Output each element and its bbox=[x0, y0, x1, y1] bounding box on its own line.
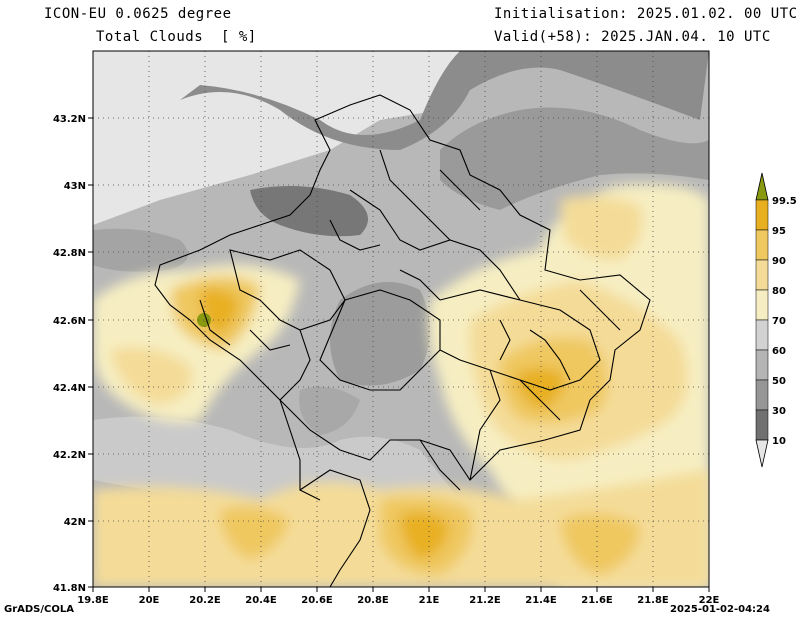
color-bar-swatch-30 bbox=[755, 379, 769, 411]
lat-label: 42.4N bbox=[53, 383, 86, 394]
lat-label: 42.8N bbox=[53, 248, 86, 259]
lat-axis: 43.2N 43N 42.8N 42.6N 42.4N 42.2N 42N 41… bbox=[53, 114, 93, 594]
color-bar-label: 90 bbox=[772, 256, 786, 267]
footer-credit: GrADS/COLA bbox=[4, 604, 74, 615]
color-bar-bottom-triangle bbox=[755, 439, 769, 468]
color-bar-swatch-95 bbox=[755, 199, 769, 231]
lon-label: 20.2E bbox=[189, 595, 221, 606]
lat-label: 41.8N bbox=[53, 583, 86, 594]
lon-label: 20.6E bbox=[301, 595, 333, 606]
color-bar-label: 99.5 bbox=[772, 196, 797, 207]
lon-axis: 19.8E 20E 20.2E 20.4E 20.6E 20.8E 21E 21… bbox=[77, 587, 720, 606]
variable-title: Total Clouds [ %] bbox=[96, 29, 257, 45]
map-frame bbox=[92, 50, 710, 588]
lat-label: 42N bbox=[64, 517, 86, 528]
high-cloud-west bbox=[93, 264, 300, 423]
high-cloud-south bbox=[93, 470, 709, 587]
lon-label: 20.8E bbox=[357, 595, 389, 606]
color-bar-label: 10 bbox=[772, 436, 786, 447]
lon-label: 19.8E bbox=[77, 595, 109, 606]
model-title: ICON-EU 0.0625 degree bbox=[44, 6, 232, 22]
lon-label: 22E bbox=[699, 595, 720, 606]
lon-label: 21.6E bbox=[581, 595, 613, 606]
lon-label: 21.2E bbox=[469, 595, 501, 606]
lon-label: 21.4E bbox=[525, 595, 557, 606]
color-bar-label: 60 bbox=[772, 346, 786, 357]
color-bar-top-triangle bbox=[755, 172, 769, 201]
initialisation-label: Initialisation: 2025.01.02. 00 UTC bbox=[494, 6, 798, 22]
lat-label: 43N bbox=[64, 181, 86, 192]
lat-label: 43.2N bbox=[53, 114, 86, 125]
color-bar: 99.5 95 90 80 70 60 50 30 10 bbox=[755, 172, 797, 468]
color-bar-label: 30 bbox=[772, 406, 786, 417]
lon-label: 20.4E bbox=[245, 595, 277, 606]
lat-label: 42.2N bbox=[53, 450, 86, 461]
color-bar-swatch-80 bbox=[755, 259, 769, 291]
color-bar-label: 95 bbox=[772, 226, 786, 237]
color-bar-swatch-10 bbox=[755, 409, 769, 441]
color-bar-swatch-50 bbox=[755, 349, 769, 381]
color-bar-label: 50 bbox=[772, 376, 786, 387]
valid-time-label: Valid(+58): 2025.JAN.04. 10 UTC bbox=[494, 29, 771, 45]
color-bar-label: 80 bbox=[772, 286, 786, 297]
color-bar-swatch-90 bbox=[755, 229, 769, 261]
color-bar-swatch-60 bbox=[755, 319, 769, 351]
color-bar-swatch-70 bbox=[755, 289, 769, 321]
admin-borders bbox=[154, 94, 651, 587]
lon-label: 20E bbox=[139, 595, 160, 606]
lon-label: 21.8E bbox=[637, 595, 669, 606]
lat-label: 42.6N bbox=[53, 316, 86, 327]
lon-label: 21E bbox=[419, 595, 440, 606]
color-bar-label: 70 bbox=[772, 316, 786, 327]
cloud-field bbox=[93, 51, 709, 587]
footer-timestamp: 2025-01-02-04:24 bbox=[670, 604, 770, 615]
